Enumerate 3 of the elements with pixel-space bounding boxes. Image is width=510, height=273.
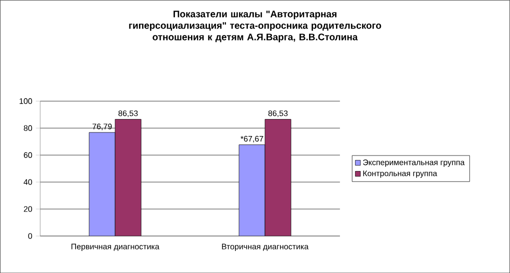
chart-title: Показатели шкалы "Авторитарная гиперсоциализация" теста-опросника родительского отношения к детям А.Я.Варга, В.В.Столина xyxy=(129,10,382,42)
bar xyxy=(238,144,266,236)
bar xyxy=(88,132,116,236)
